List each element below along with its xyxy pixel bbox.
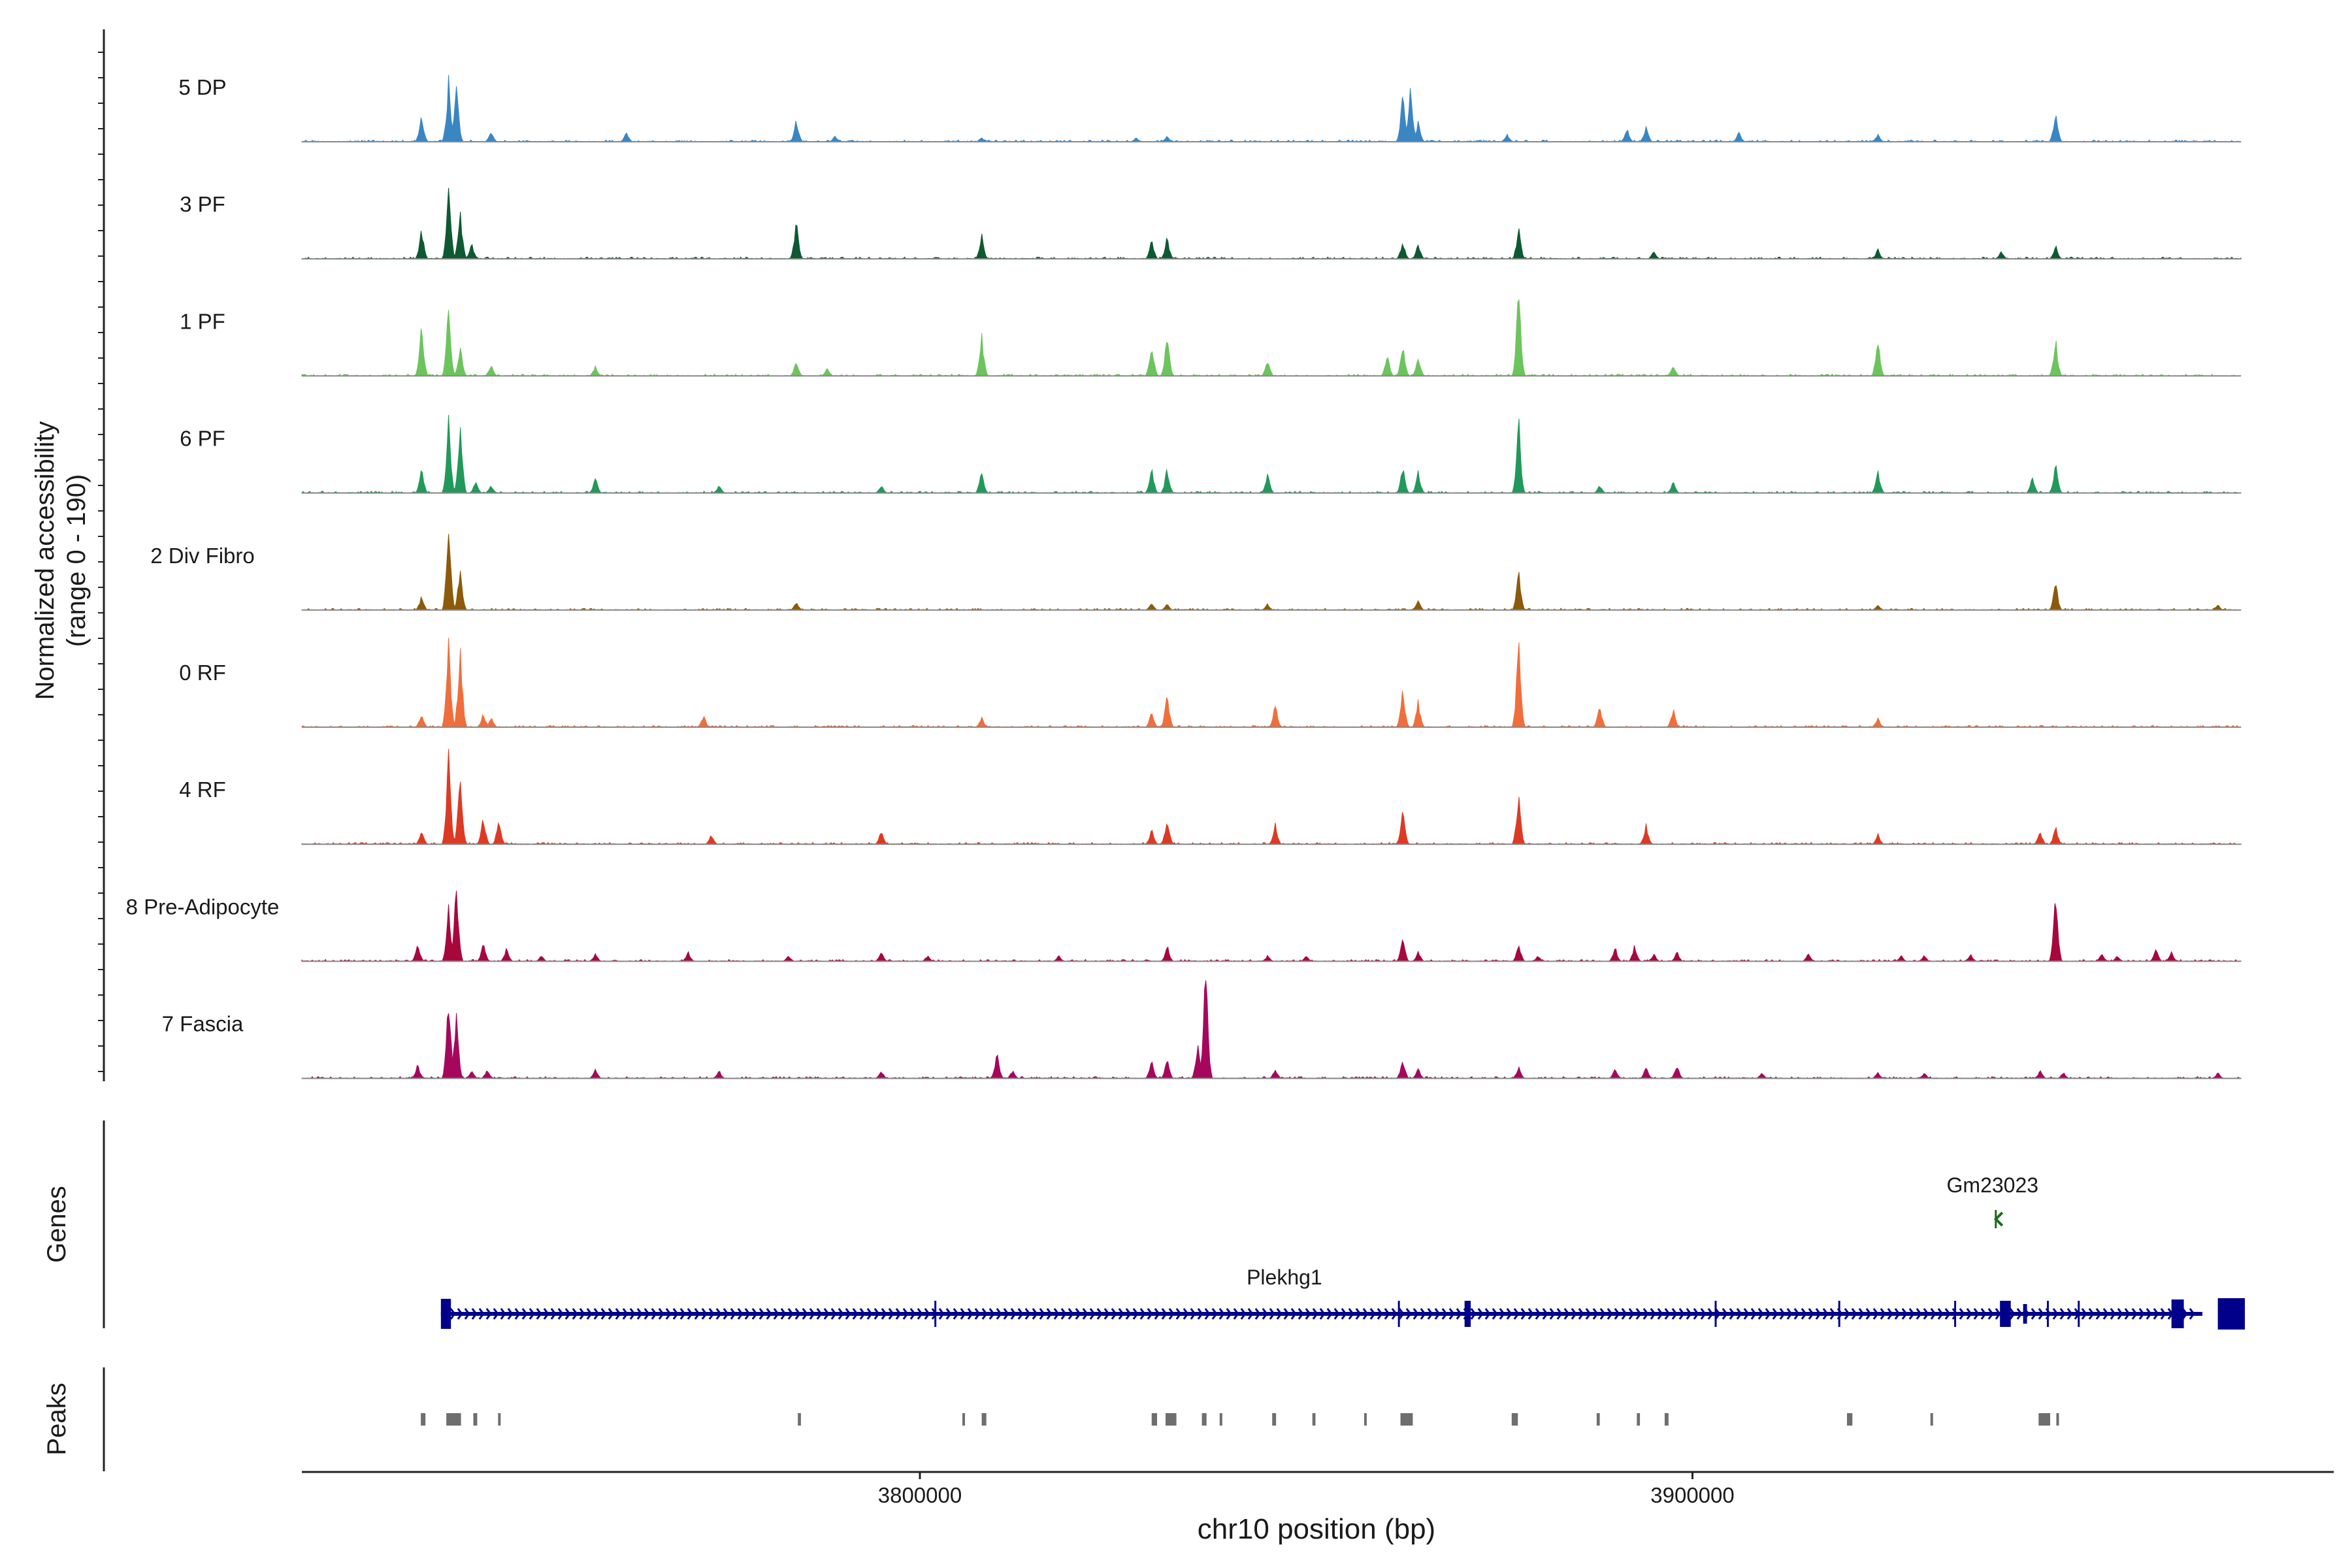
y-axis-label-line2: (range 0 - 190): [62, 474, 91, 647]
coverage-area: [301, 415, 2242, 494]
coverage-area: [301, 638, 2242, 728]
track-label: 3 PF: [180, 192, 225, 216]
coverage-area: [301, 980, 2242, 1079]
gene-label: Plekhg1: [1247, 1266, 1322, 1289]
track-layer: 5 DP 3 PF 1 PF 6 PF 2 Div Fibro 0 RF 4 RF 8 Pre…: [126, 74, 2242, 1079]
exon: [1464, 1301, 1471, 1327]
coverage-area: [301, 188, 2242, 259]
peak-region: [1400, 1413, 1413, 1426]
y-axis-label-line1: Normalized accessibility: [31, 421, 59, 700]
x-ticks: 3800000 3900000: [878, 1472, 1735, 1507]
peak-region: [473, 1413, 478, 1426]
gene-plekhg1: Plekhg1: [440, 1266, 2246, 1330]
peak-region: [1511, 1413, 1518, 1426]
track-label: 0 RF: [179, 661, 226, 685]
coverage-area: [301, 299, 2242, 377]
track-6-pf: 6 PF: [180, 415, 2242, 494]
exon: [2217, 1298, 2246, 1330]
peak-region: [1312, 1413, 1316, 1426]
track-label: 1 PF: [180, 309, 225, 333]
peak-region: [1664, 1413, 1669, 1426]
coverage-y-ticks: [98, 52, 104, 1072]
peak-region: [1166, 1413, 1177, 1426]
peak-region: [1637, 1413, 1641, 1426]
x-tick-label: 3900000: [1650, 1483, 1734, 1507]
gene-layer: Plekhg1 Gm23023: [440, 1173, 2246, 1330]
peak-region: [962, 1413, 966, 1426]
peak-region: [798, 1413, 801, 1426]
peak-region: [498, 1413, 501, 1426]
x-tick-label: 3800000: [878, 1483, 962, 1507]
track-label: 4 RF: [179, 777, 226, 802]
gene-gm23023: Gm23023: [1947, 1173, 2039, 1228]
coverage-area: [301, 749, 2242, 845]
peak-region: [1272, 1413, 1277, 1426]
exon: [2023, 1304, 2027, 1324]
track-3-pf: 3 PF: [180, 188, 2242, 260]
peak-region: [1151, 1413, 1158, 1426]
track-8-pre-adipocyte: 8 Pre-Adipocyte: [126, 890, 2242, 962]
peak-layer: [421, 1413, 2059, 1426]
track-0-rf: 0 RF: [179, 638, 2242, 728]
genes-panel-label: Genes: [42, 1186, 71, 1263]
track-2-div-fibro: 2 Div Fibro: [150, 534, 2242, 611]
gene-label: Gm23023: [1947, 1173, 2039, 1197]
track-5-dp: 5 DP: [178, 74, 2242, 142]
track-label: 2 Div Fibro: [150, 544, 255, 568]
exon: [2171, 1299, 2184, 1328]
x-axis-label: chr10 position (bp): [1198, 1513, 1435, 1545]
peak-region: [1847, 1413, 1853, 1426]
peak-region: [981, 1413, 987, 1426]
track-label: 6 PF: [180, 427, 225, 451]
peak-region: [1364, 1413, 1367, 1426]
peak-region: [2038, 1413, 2051, 1426]
coverage-area: [301, 534, 2242, 611]
track-label: 8 Pre-Adipocyte: [126, 894, 280, 919]
track-label: 5 DP: [178, 75, 226, 99]
exon: [440, 1299, 451, 1329]
track-4-rf: 4 RF: [179, 749, 2242, 845]
peak-region: [1930, 1413, 1933, 1426]
peak-region: [1219, 1413, 1222, 1426]
peak-region: [2056, 1413, 2059, 1426]
track-7-fascia: 7 Fascia: [162, 980, 2242, 1079]
coverage-area: [301, 890, 2242, 962]
peak-region: [446, 1413, 461, 1426]
peak-region: [1201, 1413, 1207, 1426]
peaks-panel-label: Peaks: [42, 1382, 71, 1455]
peak-region: [1596, 1413, 1600, 1426]
peak-region: [421, 1413, 426, 1426]
track-1-pf: 1 PF: [180, 299, 2242, 377]
track-label: 7 Fascia: [162, 1012, 244, 1036]
exon: [2000, 1301, 2011, 1327]
coverage-area: [301, 74, 2242, 142]
